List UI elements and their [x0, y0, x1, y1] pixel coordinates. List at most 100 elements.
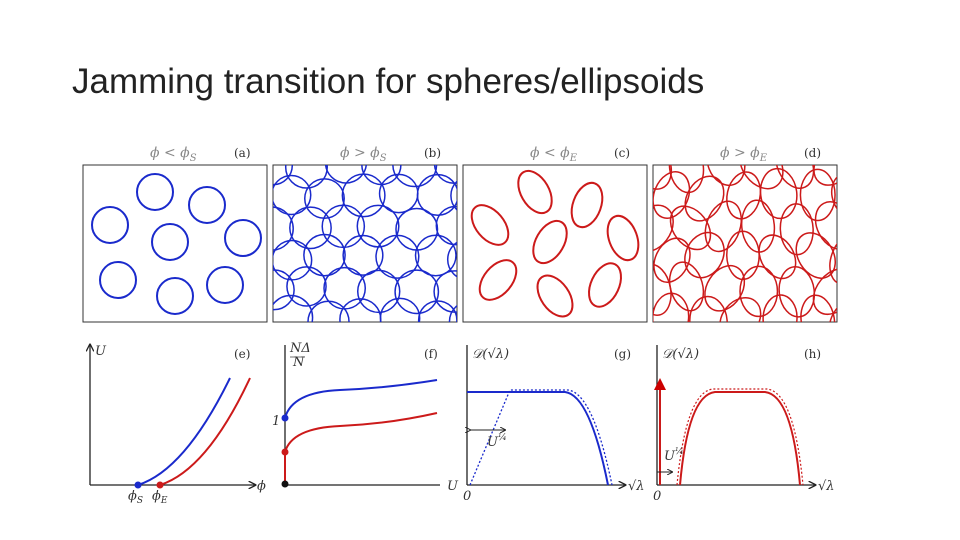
sphere	[151, 223, 189, 261]
curve	[284, 412, 438, 453]
sphere	[188, 186, 226, 224]
ellipsoid	[517, 169, 553, 215]
caption: ϕ < ϕS	[150, 145, 197, 164]
sphere	[448, 304, 457, 322]
ellipsoid	[668, 261, 705, 312]
sphere	[303, 233, 346, 277]
caption-sub: E	[759, 153, 768, 164]
ellipsoid	[532, 219, 568, 265]
sphere	[416, 173, 457, 217]
ellipsoid	[759, 167, 798, 220]
sphere	[307, 300, 350, 322]
slide-title: Jamming transition for spheres/ellipsoid…	[72, 62, 704, 101]
ellipsoid	[775, 165, 815, 189]
particle-panels	[82, 164, 838, 323]
sphere	[273, 269, 295, 311]
mark-text: ϕ	[128, 489, 137, 504]
ellipsoid	[689, 295, 728, 322]
x-axis-label: √λ	[818, 479, 835, 494]
ellipsoid	[570, 181, 604, 229]
annotation-text: U	[487, 435, 499, 450]
sphere	[375, 234, 420, 279]
plot-h: U¼ 𝒟(√λ) √λ 0 (h)	[653, 345, 835, 504]
ellipsoid	[653, 292, 690, 322]
sphere	[341, 173, 386, 218]
sparse-ellipsoids	[470, 169, 640, 318]
point	[281, 448, 289, 456]
ellipsoid	[684, 175, 725, 222]
plot-g: U¼ 𝒟(√λ) √λ 0 (g)	[463, 345, 645, 504]
panel-label: (c)	[614, 146, 630, 160]
annotation: U¼	[664, 446, 684, 464]
plot-e: U ϕ ϕS ϕE (e)	[90, 344, 266, 506]
sphere	[395, 207, 439, 251]
mark-sub: S	[137, 496, 143, 506]
point	[281, 480, 289, 488]
curve	[284, 379, 438, 419]
ellipsoid	[653, 204, 674, 253]
caption-text: ϕ < ϕ	[530, 145, 570, 161]
sphere	[224, 219, 262, 257]
ellipsoid	[800, 294, 836, 322]
panel-frame	[272, 164, 458, 323]
ellipsoid	[814, 201, 837, 251]
ellipsoid	[668, 165, 705, 194]
caption: ϕ > ϕS	[340, 145, 387, 164]
mark-sub: E	[160, 496, 168, 506]
ellipsoid	[812, 267, 837, 316]
ellipsoid	[726, 171, 762, 220]
annotation-text: U	[664, 449, 676, 464]
point	[156, 481, 164, 489]
ellipsoid	[829, 233, 837, 286]
ellipsoid	[779, 203, 814, 256]
sphere	[435, 205, 457, 246]
caption-sub: S	[190, 153, 197, 164]
panel-label: (f)	[424, 347, 438, 361]
mark-text: ϕ	[152, 489, 161, 504]
x-axis-label: √λ	[628, 479, 645, 494]
mark-label: ϕS	[128, 489, 143, 506]
caption-text: ϕ > ϕ	[720, 145, 760, 161]
tick-label: 1	[272, 414, 280, 429]
sphere	[284, 165, 328, 189]
sphere	[379, 297, 421, 322]
ellipsoid	[758, 234, 797, 280]
sphere	[91, 206, 129, 244]
ellipsoid	[706, 165, 746, 187]
sphere	[342, 234, 384, 276]
sphere	[394, 269, 440, 315]
ellipsoid	[828, 298, 837, 322]
sphere	[392, 165, 438, 188]
sphere	[417, 300, 457, 322]
sphere	[99, 261, 137, 299]
sphere	[286, 266, 327, 307]
annotation-sup: ¼	[675, 446, 684, 457]
y-axis-label: U	[95, 344, 107, 359]
ellipsoid	[653, 171, 691, 219]
x-axis-label: ϕ	[257, 479, 266, 494]
ellipsoid	[684, 231, 725, 279]
panel-label: (a)	[234, 146, 251, 160]
ellipsoid	[719, 297, 762, 322]
curve	[467, 391, 609, 486]
ellipsoid	[704, 264, 746, 312]
sphere	[273, 165, 294, 186]
ellipsoid	[653, 165, 673, 190]
caption-sub: E	[569, 153, 578, 164]
y-axis-num: NΔ	[289, 341, 311, 356]
panel-frame	[82, 164, 268, 323]
ellipsoid	[813, 165, 837, 186]
origin-label: 0	[653, 489, 661, 504]
sphere	[414, 234, 457, 277]
ellipsoid	[830, 172, 837, 220]
curve	[137, 377, 231, 486]
point	[281, 414, 289, 422]
panel-label: (e)	[234, 347, 250, 361]
sphere	[323, 266, 367, 310]
annotation-sup: ¼	[498, 432, 507, 443]
panel-label: (h)	[804, 347, 821, 361]
panel-frame	[462, 164, 648, 323]
sphere	[433, 270, 457, 313]
plot-f: NΔ N 1 U (f)	[272, 341, 459, 494]
y-axis-label: 𝒟(√λ)	[662, 347, 699, 362]
